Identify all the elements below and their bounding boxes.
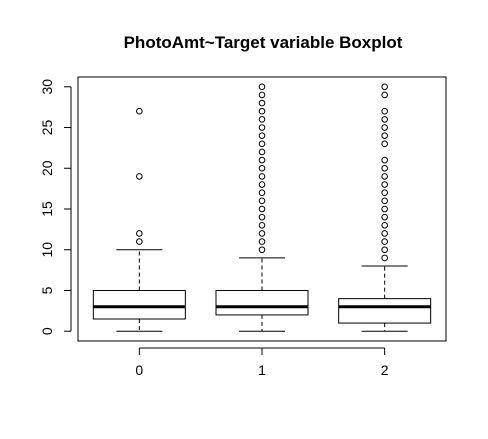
outlier-point [381, 173, 388, 180]
outlier-point [258, 83, 266, 91]
outlier-point [258, 132, 266, 139]
outlier-point [258, 230, 266, 237]
outlier-point [381, 181, 388, 188]
iqr-box [215, 289, 309, 316]
box-group-1 [215, 83, 309, 332]
outlier-point [381, 140, 388, 148]
y-tick-label: 0 [39, 327, 55, 335]
x-tick-label: 2 [381, 362, 389, 378]
outlier-point [381, 254, 388, 262]
outlier-point [381, 91, 388, 99]
outlier-point [381, 213, 388, 221]
outlier-point [258, 140, 266, 148]
x-tick-label: 0 [135, 362, 143, 378]
outlier-point [381, 197, 388, 205]
y-tick-label: 10 [39, 242, 55, 258]
outlier-point [381, 189, 388, 197]
outlier-point [258, 181, 266, 188]
outlier-point [258, 116, 266, 123]
outlier-point [381, 116, 388, 123]
outlier-point [381, 238, 388, 245]
outlier-point [258, 221, 266, 229]
iqr-box [338, 298, 432, 324]
y-axis: 0 5 10 15 20 25 30 [39, 79, 72, 335]
outlier-point [381, 246, 388, 254]
outlier-point [136, 107, 143, 115]
outlier-point [381, 156, 388, 164]
outlier-point [381, 124, 388, 131]
outlier-point [258, 197, 266, 205]
x-tick-label: 1 [258, 362, 266, 378]
y-tick-label: 30 [39, 79, 55, 95]
x-axis: 0 1 2 [135, 347, 389, 378]
y-tick-label: 5 [39, 286, 55, 294]
outlier-point [258, 164, 266, 172]
box-group-0 [92, 107, 186, 332]
outlier-point [381, 83, 388, 91]
outlier-point [258, 156, 266, 164]
outlier-point [258, 124, 266, 131]
outlier-point [258, 205, 266, 213]
outlier-point [381, 221, 388, 229]
outlier-point [258, 246, 266, 254]
outlier-point [136, 238, 143, 245]
box-group-2 [338, 83, 432, 332]
outlier-point [381, 132, 388, 139]
y-tick-label: 25 [39, 120, 55, 136]
outlier-point [381, 205, 388, 213]
boxes [92, 83, 432, 332]
outlier-point [381, 230, 388, 237]
outlier-point [381, 164, 388, 172]
outlier-point [258, 238, 266, 245]
y-tick-label: 15 [39, 201, 55, 217]
outlier-point [258, 173, 266, 180]
outlier-point [258, 91, 266, 99]
outlier-point [136, 230, 143, 237]
chart-title: PhotoAmt~Target variable Boxplot [124, 33, 403, 52]
outlier-point [258, 148, 266, 156]
plot-frame [77, 76, 447, 342]
y-tick-label: 20 [39, 160, 55, 176]
outlier-point [258, 189, 266, 197]
outlier-point [258, 107, 266, 115]
outlier-point [136, 173, 143, 180]
iqr-box [92, 289, 186, 320]
outlier-point [258, 213, 266, 221]
outlier-point [381, 107, 388, 115]
outlier-point [258, 99, 266, 107]
